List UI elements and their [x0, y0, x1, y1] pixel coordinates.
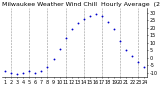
- Point: [34, 72, 37, 74]
- Point: [143, 66, 146, 68]
- Text: Milwaukee Weather Wind Chill  Hourly Average  (24 Hours): Milwaukee Weather Wind Chill Hourly Aver…: [2, 2, 160, 7]
- Point: [83, 18, 85, 19]
- Point: [22, 72, 24, 74]
- Point: [64, 38, 67, 39]
- Point: [76, 23, 79, 24]
- Point: [95, 13, 97, 15]
- Point: [101, 15, 103, 16]
- Point: [4, 71, 6, 72]
- Point: [52, 59, 55, 60]
- Point: [28, 71, 31, 72]
- Point: [137, 62, 140, 63]
- Point: [16, 74, 19, 75]
- Point: [58, 48, 61, 50]
- Point: [125, 50, 128, 51]
- Point: [46, 66, 49, 68]
- Point: [10, 72, 12, 74]
- Point: [89, 15, 91, 16]
- Point: [131, 56, 134, 57]
- Point: [70, 29, 73, 30]
- Point: [40, 71, 43, 72]
- Point: [107, 21, 109, 22]
- Point: [113, 29, 115, 30]
- Point: [119, 41, 121, 42]
